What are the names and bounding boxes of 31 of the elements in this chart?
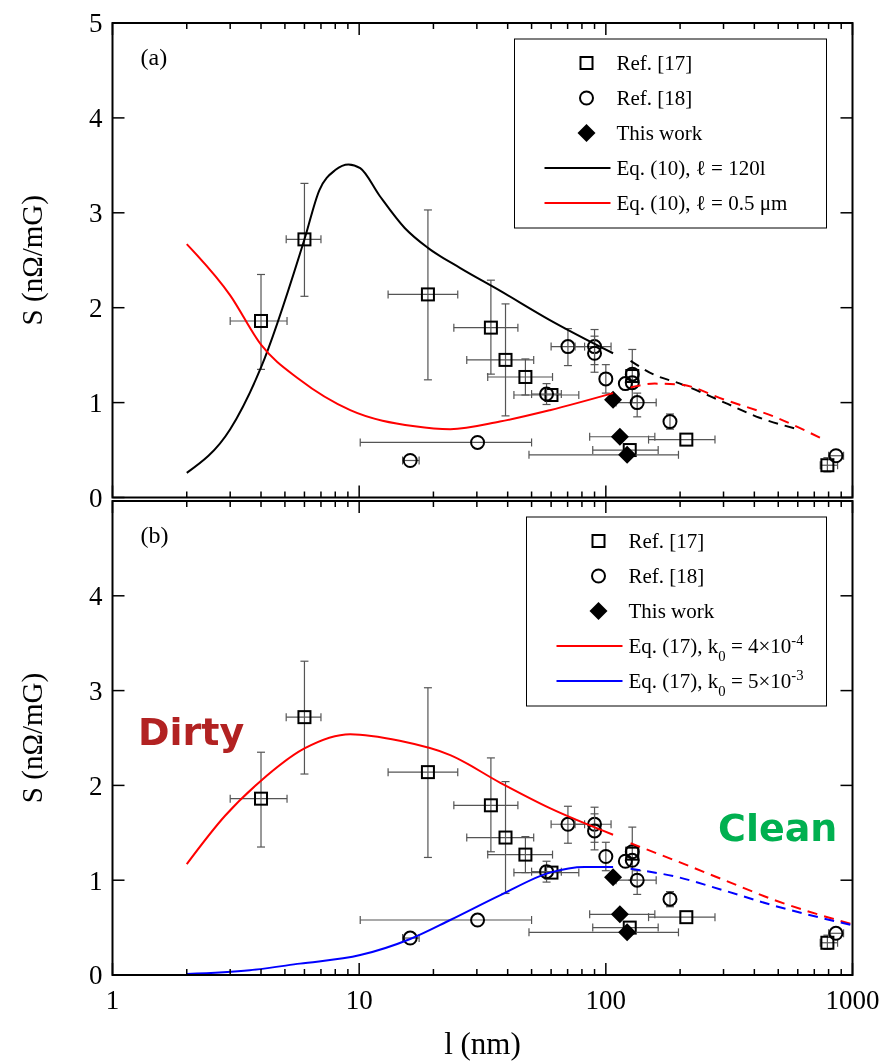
y-tick-label: 3 [89,676,103,707]
y-tick-label: 5 [89,8,103,39]
y-tick-label: 4 [89,103,103,134]
y-tick-label: 1 [89,388,103,419]
annotation: Clean [718,806,838,850]
legend-label: Eq. (17), k$_{0}$ = 5×10$^{-3}$ [628,667,804,700]
legend-label: Eq. (17), k$_{0}$ = 4×10$^{-4}$ [628,632,805,665]
x-tick-label: 100 [585,985,627,1015]
y-tick-label: 3 [89,198,103,229]
legend-label: Ref. [17] [616,51,693,76]
annotation: (a) [140,44,168,70]
legend-label: Eq. (10), ℓ = 120l [616,156,766,181]
y-tick-label: 2 [89,293,103,324]
y-tick-label: 2 [89,770,103,801]
y-axis-title: S (nΩ/mG) [16,672,49,804]
y-tick-label: 1 [89,865,103,896]
y-tick-label: 0 [89,960,103,991]
legend-label: Ref. [18] [628,564,705,589]
legend-label: This work [628,599,715,624]
y-tick-label: 4 [89,581,103,612]
annotation: Dirty [138,710,245,754]
legend-label: This work [616,121,703,146]
x-tick-label: 1000 [825,985,880,1015]
legend-label: Ref. [17] [628,529,705,554]
x-tick-label: 10 [345,985,373,1015]
x-axis-title: l (nm) [444,1026,521,1061]
legend-label: Eq. (10), ℓ = 0.5 μm [616,191,788,216]
y-axis-title: S (nΩ/mG) [16,195,49,326]
annotation: (b) [140,522,169,548]
y-tick-label: 0 [89,482,103,513]
legend-label: Ref. [18] [616,86,693,111]
